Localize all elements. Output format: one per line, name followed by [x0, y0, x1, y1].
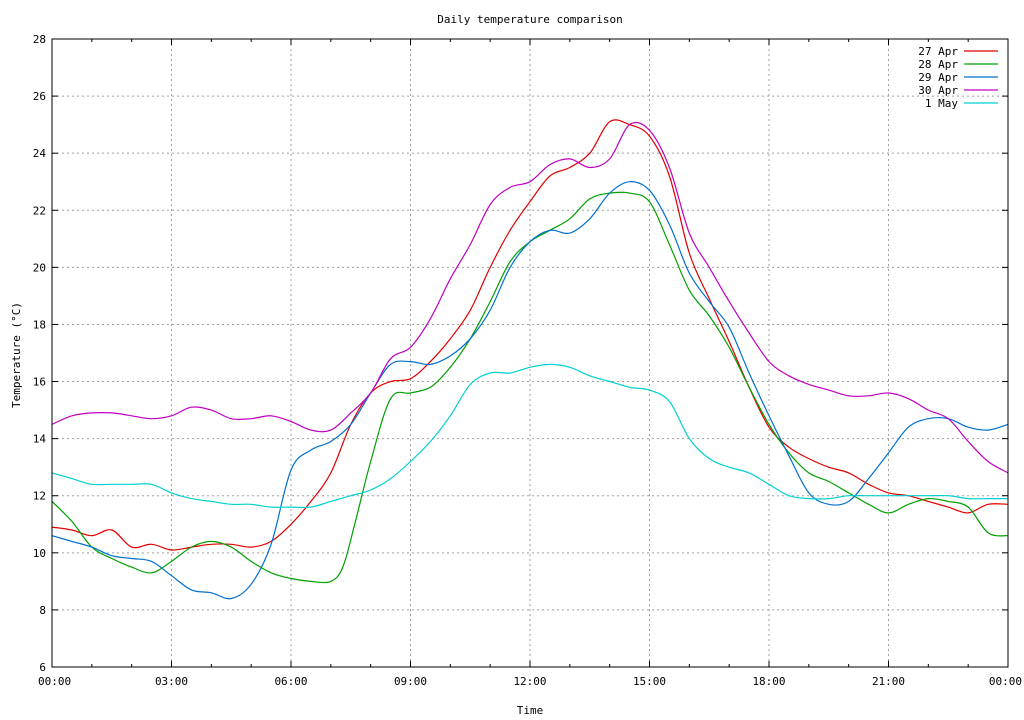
y-tick-label: 14: [33, 433, 47, 446]
x-tick-label: 06:00: [274, 675, 307, 688]
y-tick-label: 20: [33, 261, 46, 274]
y-axis-label: Temperature (°C): [10, 302, 23, 408]
y-tick-label: 26: [33, 90, 46, 103]
y-tick-label: 22: [33, 204, 46, 217]
y-tick-label: 24: [33, 147, 47, 160]
grid-lines: [52, 39, 1008, 667]
y-tick-label: 6: [39, 661, 46, 674]
y-tick-label: 28: [33, 33, 46, 46]
series-line-27-apr: [51, 119, 1009, 551]
x-axis-label: Time: [517, 704, 544, 717]
legend-label-30-apr: 30 Apr: [918, 84, 958, 97]
y-tick-label: 8: [39, 604, 46, 617]
legend-label-27-apr: 27 Apr: [918, 45, 958, 58]
x-tick-label: 00:00: [38, 675, 71, 688]
series-line-28-apr: [51, 191, 1009, 584]
y-tick-label: 12: [33, 490, 46, 503]
y-tick-label: 10: [33, 547, 46, 560]
y-tick-label: 18: [33, 318, 46, 331]
x-tick-label: 00:00: [989, 675, 1022, 688]
x-tick-label: 21:00: [872, 675, 905, 688]
axis-ticks: 6 8 10 12 14 16 18 20 22 24 26 28 00:00 03:00 06:00 09:…: [33, 33, 1022, 688]
legend-label-28-apr: 28 Apr: [918, 58, 958, 71]
series-layer: [51, 119, 1009, 600]
x-tick-label: 12:00: [513, 675, 546, 688]
x-tick-label: 18:00: [752, 675, 785, 688]
x-tick-label: 09:00: [394, 675, 427, 688]
x-tick-label: 15:00: [633, 675, 666, 688]
series-line-30-apr: [51, 121, 1009, 474]
series-line-1-may: [51, 363, 1008, 509]
chart-title: Daily temperature comparison: [437, 13, 622, 26]
x-tick-label: 03:00: [155, 675, 188, 688]
plot-frame: [51, 38, 1009, 668]
y-tick-label: 16: [33, 376, 46, 389]
legend-label-29-apr: 29 Apr: [918, 71, 958, 84]
legend-label-1-may: 1 May: [925, 97, 958, 110]
series-line-29-apr: [51, 181, 1009, 600]
